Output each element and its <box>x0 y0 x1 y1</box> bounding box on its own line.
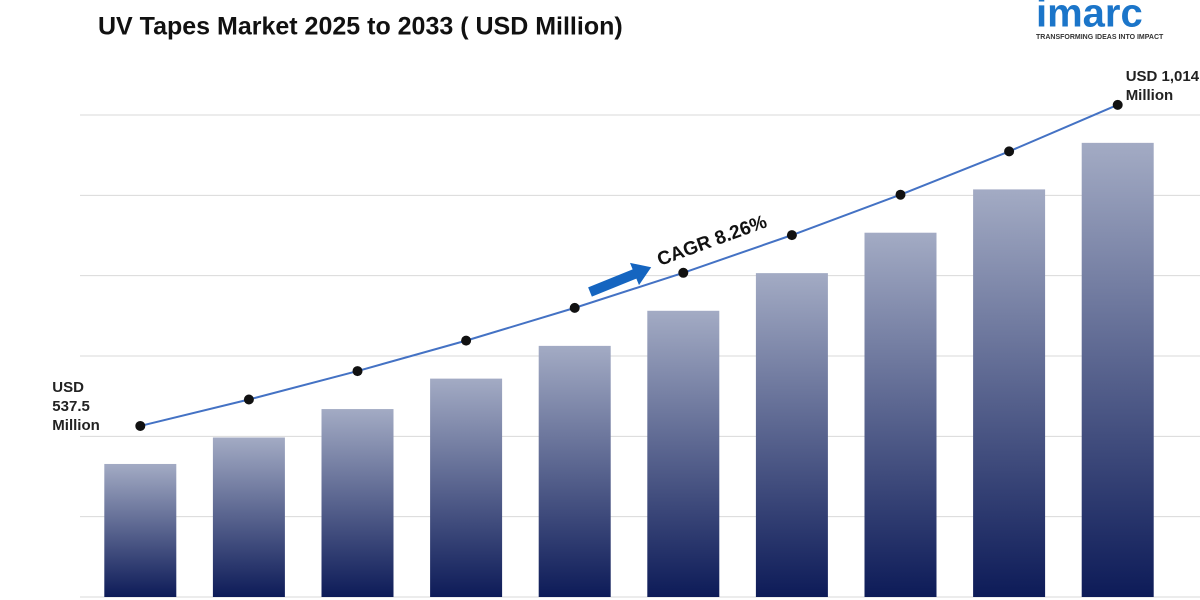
line-marker <box>461 335 472 346</box>
bar <box>321 409 394 597</box>
line-marker <box>1112 99 1123 110</box>
bar <box>755 273 828 597</box>
brand-logo: imarc <box>1036 0 1143 36</box>
chart-title: UV Tapes Market 2025 to 2033 ( USD Milli… <box>98 13 623 41</box>
value-label: USD 537.5 Million <box>52 378 100 434</box>
trend-line <box>140 103 1119 427</box>
bar <box>973 189 1046 597</box>
line-marker <box>569 302 580 313</box>
line-marker <box>786 230 797 241</box>
line-marker <box>352 366 363 377</box>
bars <box>104 142 1154 598</box>
bar <box>430 378 503 597</box>
value-label: USD 1,014.2 Million <box>1125 67 1200 104</box>
bar <box>212 437 285 597</box>
bar <box>647 310 720 597</box>
bar <box>104 463 177 597</box>
bar <box>538 345 611 597</box>
line-marker <box>678 267 689 278</box>
bar <box>864 232 937 597</box>
bar <box>1081 142 1154 598</box>
line-marker <box>895 189 906 200</box>
line-marker <box>1004 146 1015 157</box>
line-marker <box>243 394 254 405</box>
line-layer <box>135 99 1123 431</box>
line-marker <box>135 420 146 431</box>
brand-tagline: TRANSFORMING IDEAS INTO IMPACT <box>1036 34 1164 41</box>
cagr-arrow <box>588 262 652 297</box>
